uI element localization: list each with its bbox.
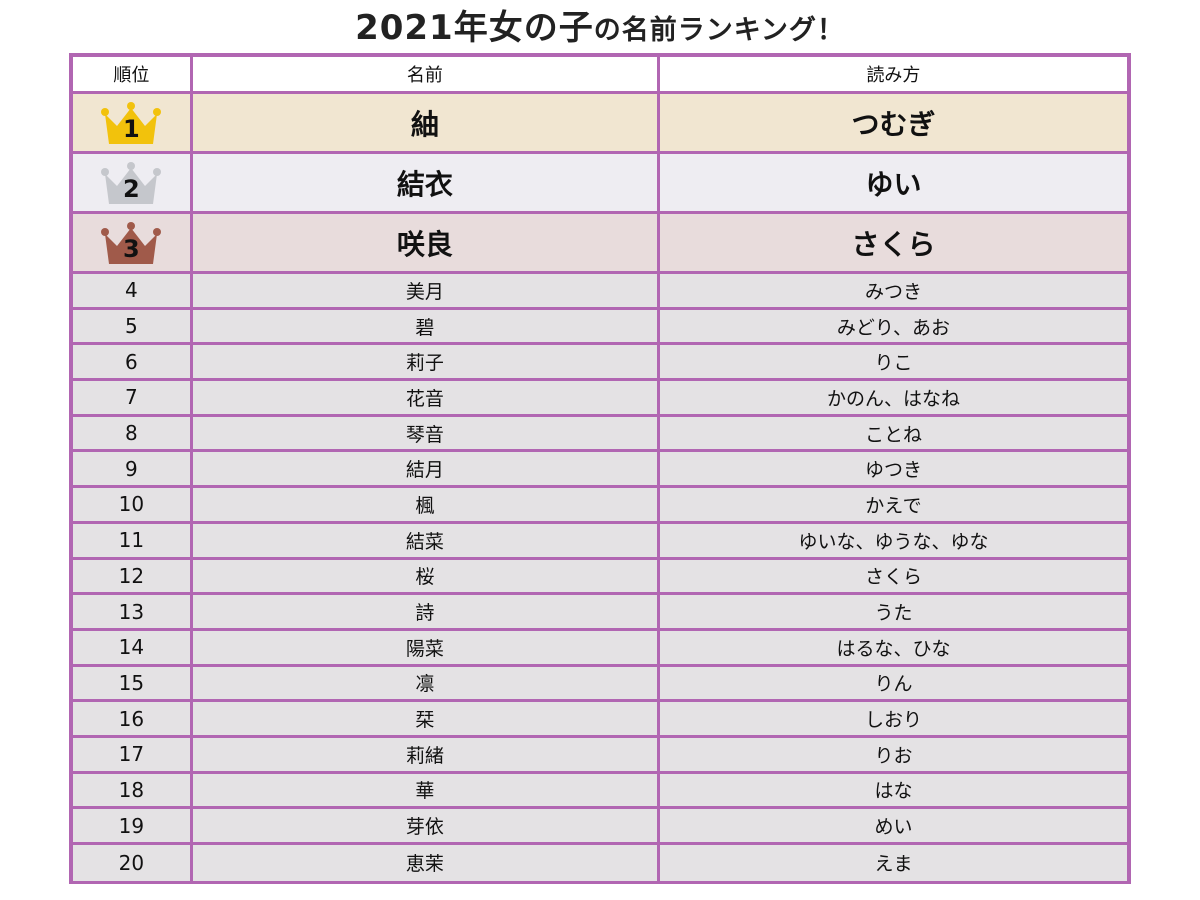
- page-title: 2021年女の子の名前ランキング！: [0, 4, 1200, 52]
- table-row: 9 結月 ゆつき: [73, 452, 1127, 489]
- table-row: 8 琴音 ことね: [73, 416, 1127, 453]
- rank-cell: 2: [73, 154, 193, 211]
- reading-cell: さくら: [851, 227, 936, 261]
- crown-icon-silver: 2: [99, 158, 163, 208]
- name-cell: 美月: [193, 274, 660, 307]
- name-cell: 詩: [193, 595, 660, 628]
- crown-icon-bronze: 3: [99, 218, 163, 268]
- rank-cell: 12: [73, 559, 193, 593]
- table-row: 20 恵茉 えま: [73, 845, 1127, 881]
- name-cell: 桜: [193, 559, 660, 593]
- table-row: 17 莉緒 りお: [73, 737, 1127, 774]
- name-cell: 花音: [193, 381, 660, 414]
- rank-cell: 7: [73, 381, 193, 414]
- rank-cell: 19: [73, 809, 193, 842]
- header-rank: 順位: [73, 57, 193, 91]
- reading-cell: えま: [874, 853, 913, 876]
- table-row-rank-3: 3 咲良 さくら: [73, 214, 1127, 274]
- reading-cell: りん: [874, 673, 913, 696]
- rank-number: 2: [123, 174, 140, 203]
- table-row: 5 碧 みどり、あお: [73, 309, 1127, 346]
- table-row: 15 凛 りん: [73, 666, 1127, 703]
- rank-cell: 8: [73, 416, 193, 450]
- rank-cell: 13: [73, 595, 193, 628]
- rank-cell: 17: [73, 737, 193, 771]
- rank-cell: 4: [73, 274, 193, 307]
- rank-cell: 20: [73, 845, 193, 881]
- rank-cell: 18: [73, 773, 193, 807]
- title-sub: の名前ランキング！: [593, 15, 845, 46]
- rank-cell: 14: [73, 630, 193, 664]
- reading-cell: はるな、ひな: [836, 637, 951, 660]
- rank-cell: 6: [73, 345, 193, 379]
- reading-cell: かえで: [865, 494, 922, 517]
- name-cell: 凛: [193, 666, 660, 700]
- table-row: 4 美月 みつき: [73, 274, 1127, 310]
- ranking-table: 順位 名前 読み方 1 紬 つむぎ: [69, 53, 1131, 884]
- table-row: 14 陽菜 はるな、ひな: [73, 630, 1127, 667]
- reading-cell: ゆつき: [864, 459, 922, 482]
- name-cell: 紬: [193, 94, 660, 151]
- reading-cell: つむぎ: [851, 107, 936, 141]
- name-cell: 華: [193, 773, 660, 807]
- title-main: 2021年女の子: [355, 8, 594, 48]
- name-cell: 碧: [193, 309, 660, 343]
- table-row-rank-1: 1 紬 つむぎ: [73, 94, 1127, 154]
- reading-cell: さくら: [864, 566, 922, 589]
- rank-cell: 1: [73, 94, 193, 151]
- crown-icon-gold: 1: [99, 98, 163, 148]
- header-name: 名前: [193, 57, 660, 91]
- reading-cell: りお: [874, 744, 913, 767]
- reading-cell: ゆい: [865, 167, 922, 201]
- rank-cell: 16: [73, 702, 193, 735]
- header-reading: 読み方: [866, 65, 921, 86]
- name-cell: 咲良: [193, 214, 660, 271]
- name-cell: 結菜: [193, 523, 660, 557]
- reading-cell: りこ: [874, 352, 913, 375]
- table-row-rank-2: 2 結衣 ゆい: [73, 154, 1127, 214]
- reading-cell: うた: [874, 602, 913, 625]
- name-cell: 結月: [193, 452, 660, 486]
- table-row: 13 詩 うた: [73, 595, 1127, 631]
- table-row: 10 楓 かえで: [73, 488, 1127, 524]
- rank-cell: 9: [73, 452, 193, 486]
- name-cell: 恵茉: [193, 845, 660, 881]
- rank-cell: 10: [73, 488, 193, 521]
- name-cell: 栞: [193, 702, 660, 735]
- reading-cell: ことね: [864, 423, 922, 446]
- reading-cell: かのん、はなね: [826, 387, 960, 410]
- name-cell: 莉緒: [193, 737, 660, 771]
- name-cell: 陽菜: [193, 630, 660, 664]
- table-row: 7 花音 かのん、はなね: [73, 381, 1127, 417]
- reading-cell: ゆいな、ゆうな、ゆな: [798, 530, 989, 553]
- table-row: 11 結菜 ゆいな、ゆうな、ゆな: [73, 523, 1127, 560]
- table-row: 18 華 はな: [73, 773, 1127, 810]
- rank-number: 1: [123, 114, 140, 143]
- table-row: 19 芽依 めい: [73, 809, 1127, 845]
- reading-cell: めい: [874, 816, 913, 839]
- table-row: 16 栞 しおり: [73, 702, 1127, 738]
- reading-cell: みつき: [864, 280, 922, 303]
- rank-cell: 11: [73, 523, 193, 557]
- name-cell: 琴音: [193, 416, 660, 450]
- name-cell: 結衣: [193, 154, 660, 211]
- reading-cell: みどり、あお: [836, 316, 951, 339]
- reading-cell: はな: [874, 780, 913, 803]
- rank-cell: 3: [73, 214, 193, 271]
- rank-cell: 15: [73, 666, 193, 700]
- table-header-row: 順位 名前 読み方: [73, 57, 1127, 94]
- rank-number: 3: [123, 234, 140, 263]
- table-row: 12 桜 さくら: [73, 559, 1127, 596]
- rank-cell: 5: [73, 309, 193, 343]
- name-cell: 楓: [193, 488, 660, 521]
- name-cell: 莉子: [193, 345, 660, 379]
- table-row: 6 莉子 りこ: [73, 345, 1127, 382]
- reading-cell: しおり: [864, 709, 922, 732]
- name-cell: 芽依: [193, 809, 660, 842]
